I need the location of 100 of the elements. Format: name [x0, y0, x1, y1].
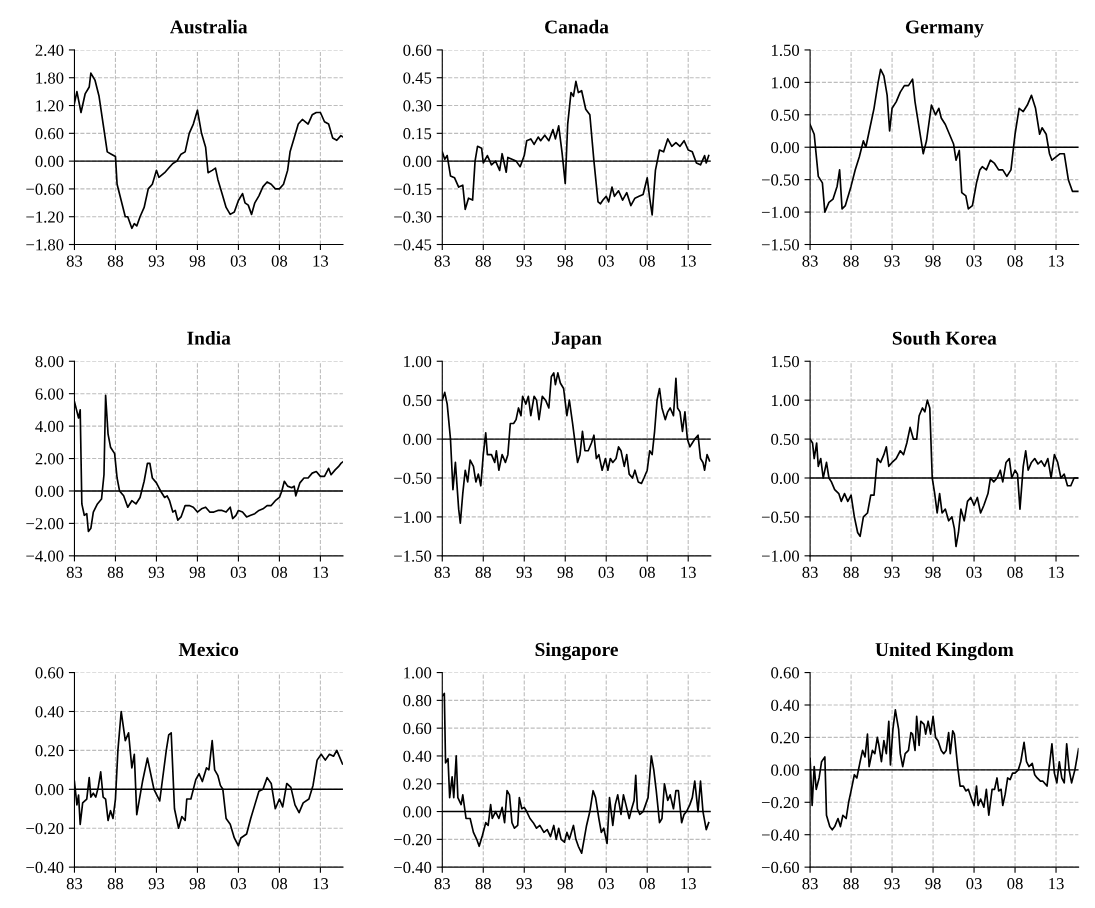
- y-tick-label: 2.00: [35, 453, 64, 465]
- x-tick-label: 83: [802, 255, 818, 267]
- x-tick-label: 08: [1007, 566, 1023, 578]
- chart-title: Mexico: [178, 642, 239, 657]
- y-tick-label: −4.00: [26, 550, 64, 562]
- x-tick-label: 08: [639, 566, 655, 578]
- x-tick-label: 93: [884, 878, 900, 890]
- x-tick-label: 98: [557, 878, 573, 890]
- x-tick-label: 88: [107, 878, 124, 890]
- x-tick-label: 03: [230, 878, 247, 890]
- y-tick-label: 1.00: [771, 77, 800, 89]
- x-tick-label: 98: [925, 255, 941, 267]
- y-tick-label: 0.45: [403, 72, 432, 84]
- x-tick-label: 93: [516, 878, 532, 890]
- y-tick-label: 0.80: [403, 695, 432, 707]
- x-tick-label: 83: [434, 566, 450, 578]
- x-tick-label: 03: [598, 255, 614, 267]
- x-tick-label: 98: [557, 255, 573, 267]
- y-tick-label: 1.50: [771, 44, 800, 56]
- x-tick-label: 88: [475, 566, 491, 578]
- x-tick-label: 03: [966, 878, 982, 890]
- y-tick-label: 0.00: [771, 472, 800, 485]
- x-tick-label: 13: [681, 255, 696, 267]
- y-tick-label: −0.50: [394, 472, 432, 485]
- y-tick-label: −1.00: [761, 550, 800, 562]
- x-tick-label: 98: [925, 566, 941, 578]
- x-tick-label: 13: [681, 566, 696, 578]
- x-tick-label: 98: [189, 566, 206, 578]
- y-tick-label: 0.40: [771, 699, 800, 712]
- x-tick-label: 98: [925, 878, 941, 890]
- x-tick-label: 98: [557, 566, 573, 578]
- y-tick-label: 0.60: [403, 44, 432, 56]
- y-tick-label: 0.60: [771, 667, 800, 679]
- chart-title: Australia: [170, 19, 248, 34]
- x-tick-label: 03: [230, 255, 247, 267]
- y-tick-label: 0.50: [771, 433, 800, 446]
- x-tick-label: 08: [1007, 878, 1023, 890]
- chart-title: Canada: [545, 19, 609, 34]
- y-tick-label: 1.50: [771, 355, 800, 368]
- y-tick-label: 0.00: [403, 155, 432, 168]
- x-tick-label: 98: [189, 878, 206, 890]
- y-tick-label: −1.00: [394, 511, 432, 523]
- y-tick-label: 0.00: [35, 784, 64, 796]
- x-tick-label: 88: [843, 255, 859, 267]
- x-tick-label: 08: [271, 878, 288, 890]
- y-tick-label: −0.20: [394, 834, 432, 846]
- y-tick-label: −0.50: [761, 174, 800, 186]
- x-tick-label: 93: [148, 255, 165, 267]
- x-tick-label: 13: [1049, 566, 1064, 578]
- x-tick-label: 08: [271, 255, 288, 267]
- x-tick-label: 08: [1007, 255, 1023, 267]
- chart-title: United Kingdom: [875, 642, 1014, 661]
- y-tick-label: −0.60: [26, 183, 64, 195]
- y-tick-label: 0.60: [35, 128, 64, 140]
- y-tick-label: 1.80: [36, 72, 64, 84]
- y-tick-label: 0.50: [771, 109, 800, 121]
- y-tick-label: 0.00: [35, 485, 64, 497]
- x-tick-label: 03: [230, 566, 247, 578]
- y-tick-label: 0.00: [403, 806, 432, 818]
- x-tick-label: 08: [271, 566, 288, 578]
- y-tick-label: −0.40: [761, 829, 800, 841]
- x-tick-label: 13: [1049, 878, 1064, 890]
- x-tick-label: 13: [313, 566, 329, 578]
- chart-title: Germany: [905, 20, 984, 38]
- x-tick-label: 08: [639, 878, 655, 890]
- y-tick-label: 2.40: [35, 44, 64, 56]
- y-tick-label: −0.20: [26, 822, 64, 835]
- y-tick-label: −0.15: [394, 183, 432, 195]
- x-tick-label: 88: [107, 255, 124, 267]
- y-tick-label: 1.20: [36, 100, 64, 112]
- y-tick-label: −0.40: [26, 861, 64, 874]
- x-tick-label: 83: [434, 255, 450, 267]
- y-tick-label: −0.45: [394, 239, 432, 251]
- x-tick-label: 93: [884, 566, 900, 578]
- y-tick-label: 0.20: [403, 778, 432, 790]
- y-tick-label: 0.50: [403, 394, 432, 407]
- y-tick-label: −1.20: [26, 211, 64, 223]
- x-tick-label: 08: [639, 255, 655, 267]
- y-tick-label: 0.30: [403, 100, 432, 112]
- x-tick-label: 88: [475, 255, 491, 267]
- y-tick-label: 1.00: [404, 355, 432, 368]
- y-tick-label: 0.00: [403, 433, 432, 446]
- y-tick-label: 0.40: [403, 750, 432, 762]
- y-tick-label: −0.60: [761, 861, 800, 874]
- y-tick-label: 1.00: [404, 667, 432, 679]
- x-tick-label: 98: [189, 255, 206, 267]
- y-tick-label: 0.15: [403, 128, 432, 140]
- x-tick-label: 93: [516, 255, 532, 267]
- x-tick-label: 03: [966, 566, 982, 578]
- x-tick-label: 13: [313, 878, 329, 890]
- x-tick-label: 03: [598, 566, 614, 578]
- y-tick-label: 6.00: [35, 388, 64, 400]
- y-tick-label: 8.00: [35, 355, 64, 368]
- y-tick-label: 0.00: [771, 764, 800, 776]
- x-tick-label: 93: [884, 255, 900, 267]
- x-tick-label: 93: [148, 566, 165, 578]
- y-tick-label: −1.00: [761, 206, 800, 219]
- y-tick-label: 0.20: [771, 732, 800, 744]
- x-tick-label: 83: [802, 566, 818, 578]
- x-tick-label: 13: [1049, 255, 1064, 267]
